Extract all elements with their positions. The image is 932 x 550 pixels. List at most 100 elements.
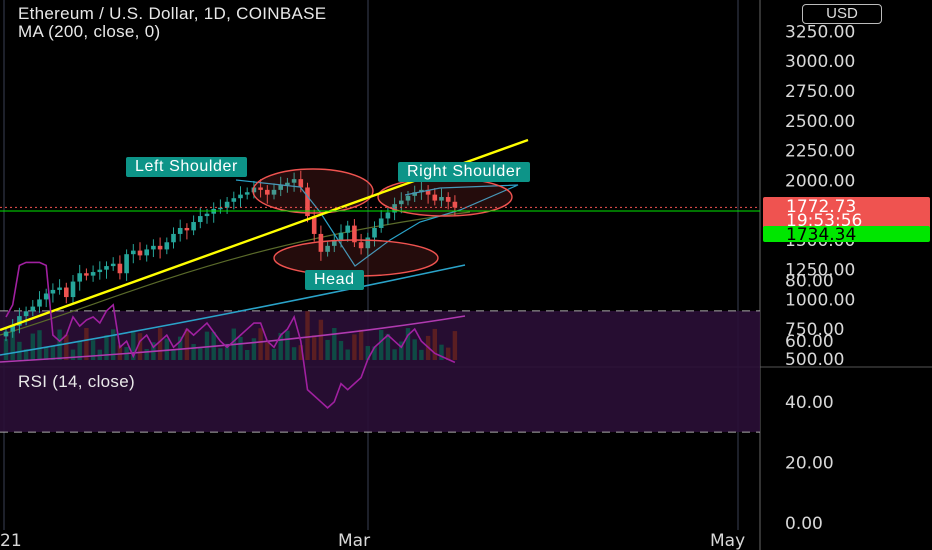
volume-bar xyxy=(184,328,190,360)
candle-body xyxy=(425,189,431,195)
candle-body xyxy=(358,242,364,249)
candle-body xyxy=(144,249,149,256)
volume-bar xyxy=(258,328,263,360)
volume-bar xyxy=(412,339,417,360)
ma-indicator-label[interactable]: MA (200, close, 0) xyxy=(18,22,161,41)
left-shoulder-annotation[interactable]: Left Shoulder xyxy=(126,157,247,177)
candle-body xyxy=(318,233,324,252)
volume-bar xyxy=(64,334,69,360)
candle-body xyxy=(378,218,384,228)
volume-bar xyxy=(218,348,223,360)
volume-bar xyxy=(298,345,303,360)
price-tick-label: 1250.00 xyxy=(785,261,855,281)
volume-bar xyxy=(271,348,277,360)
volume-bar xyxy=(224,343,230,360)
volume-bar xyxy=(265,342,270,360)
candle-body xyxy=(10,325,15,332)
volume-bar xyxy=(178,336,183,360)
candle-body xyxy=(43,293,49,300)
price-tick-label: 3000.00 xyxy=(785,52,855,72)
candle-body xyxy=(445,197,451,202)
volume-bar xyxy=(358,329,364,360)
candle-body xyxy=(352,225,357,243)
rsi-tick-label: 60.00 xyxy=(785,332,834,352)
volume-bar xyxy=(238,336,243,360)
price-tick-label: 2000.00 xyxy=(785,171,855,191)
rsi-tick-label: 20.00 xyxy=(785,453,834,473)
volume-bar xyxy=(37,330,42,360)
candle-body xyxy=(137,250,143,256)
volume-bar xyxy=(171,349,176,360)
candle-body xyxy=(251,187,257,193)
volume-bar xyxy=(104,335,109,360)
price-tick-label: 500.00 xyxy=(785,350,844,370)
volume-bar xyxy=(419,349,424,360)
candle-body xyxy=(345,225,350,233)
candle-body xyxy=(110,263,116,267)
candle-body xyxy=(439,197,444,201)
volume-bar xyxy=(278,332,283,360)
candle-body xyxy=(332,239,337,246)
ma-value-tag-bg xyxy=(763,226,930,242)
volume-bar xyxy=(90,340,96,360)
volume-bar xyxy=(3,339,9,360)
candle-body xyxy=(392,204,397,213)
candle-body xyxy=(325,245,330,252)
volume-bar xyxy=(338,340,344,360)
candle-body xyxy=(3,331,9,337)
time-tick-label: Mar xyxy=(338,531,370,550)
candle-body xyxy=(311,216,317,234)
candle-body xyxy=(278,185,283,190)
volume-bar xyxy=(17,341,22,360)
time-tick-label: May xyxy=(710,531,745,550)
volume-bar xyxy=(245,349,250,360)
currency-button[interactable]: USD xyxy=(802,4,882,24)
volume-bar xyxy=(251,338,257,360)
price-tick-label: 1000.00 xyxy=(785,290,855,310)
price-tick-label: 750.00 xyxy=(785,320,844,340)
symbol-title: Ethereum / U.S. Dollar, 1D, COINBASE xyxy=(18,4,327,23)
time-tick-label: 21 xyxy=(0,531,22,550)
candle-body xyxy=(452,201,458,208)
rsi-indicator-label[interactable]: RSI (14, close) xyxy=(18,372,135,391)
volume-bar xyxy=(111,329,116,360)
price-tick-label: 2500.00 xyxy=(785,112,855,132)
candle-body xyxy=(17,316,22,326)
volume-bar xyxy=(452,331,458,360)
candle-body xyxy=(271,189,277,195)
candle-body xyxy=(131,250,136,255)
candle-body xyxy=(70,281,76,298)
candle-body xyxy=(171,233,176,243)
volume-bar xyxy=(144,349,149,360)
candle-body xyxy=(90,272,96,276)
volume-bar xyxy=(164,338,169,360)
right-shoulder-annotation[interactable]: Right Shoulder xyxy=(398,162,531,182)
candle-body xyxy=(30,306,36,312)
candle-body xyxy=(198,216,203,223)
candle-body xyxy=(405,195,411,201)
volume-bar xyxy=(332,328,337,360)
price-tick-label: 2250.00 xyxy=(785,142,855,162)
rsi-tick-label: 80.00 xyxy=(785,272,834,292)
candle-body xyxy=(64,287,69,298)
candle-body xyxy=(157,245,163,250)
volume-bar xyxy=(405,328,411,360)
candle-body xyxy=(432,194,438,201)
candle-body xyxy=(117,263,123,274)
last-price-tag-bg xyxy=(763,197,930,230)
ma-value-label: 1734.34 xyxy=(786,225,856,245)
volume-bar xyxy=(305,311,310,360)
volume-bar xyxy=(446,347,451,360)
volume-bar xyxy=(352,334,357,360)
ma-line-purple xyxy=(0,315,466,363)
volume-bar xyxy=(385,333,391,360)
last-price-label: 1772.73 xyxy=(786,197,856,217)
volume-bar xyxy=(117,345,123,360)
candle-body xyxy=(412,192,417,196)
candle-body xyxy=(419,189,424,193)
volume-bar xyxy=(318,319,324,360)
candle-body xyxy=(285,182,290,186)
head-annotation[interactable]: Head xyxy=(305,270,364,290)
candle-body xyxy=(164,242,170,250)
